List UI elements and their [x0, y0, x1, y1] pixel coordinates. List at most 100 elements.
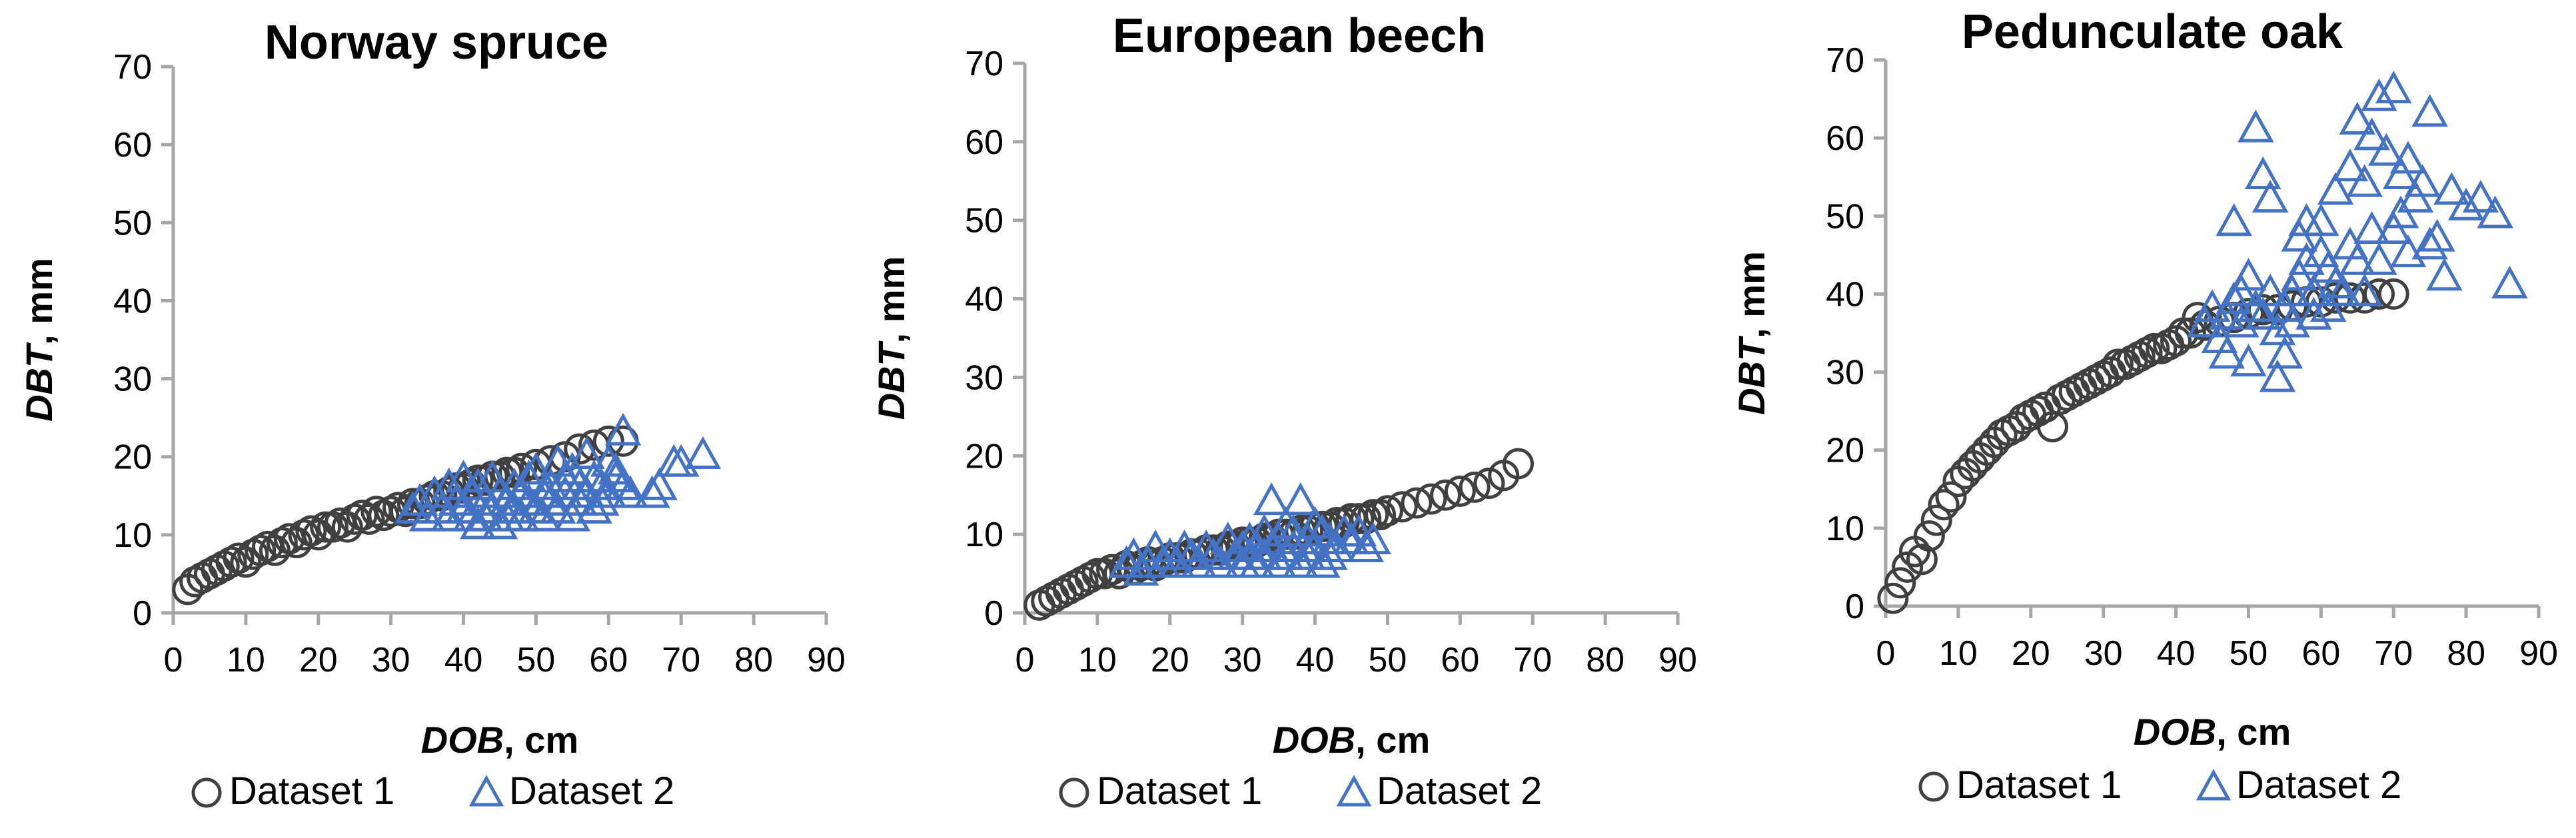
data-point — [481, 506, 518, 540]
data-point — [2295, 296, 2332, 330]
x-tick-label: 70 — [1513, 641, 1552, 679]
data-point — [1260, 545, 1297, 578]
data-point — [525, 475, 562, 508]
x-tick-label: 70 — [2374, 634, 2413, 673]
data-point — [597, 460, 634, 493]
legend-marker-dataset-1 — [1059, 777, 1089, 808]
x-tick-label: 10 — [1939, 634, 1978, 673]
x-tick-label: 80 — [734, 641, 773, 679]
data-point — [2252, 273, 2289, 306]
data-point — [1347, 529, 1385, 562]
data-point — [1231, 522, 1268, 555]
data-point — [2303, 203, 2339, 236]
data-point — [2309, 289, 2347, 322]
data-point — [1297, 506, 1333, 539]
data-point — [2281, 258, 2317, 291]
y-axis-label: DBT, mm — [1730, 251, 1772, 415]
data-point — [1913, 520, 1945, 552]
data-point — [2102, 348, 2134, 380]
legend: Dataset 1 Dataset 2 — [1918, 763, 2401, 807]
data-point — [1386, 491, 1418, 523]
data-point — [1239, 545, 1275, 578]
data-point — [1166, 529, 1203, 562]
data-point — [2491, 265, 2528, 298]
data-point — [561, 483, 598, 516]
data-point — [546, 475, 584, 508]
y-tick-label: 60 — [1826, 119, 1864, 158]
data-point — [2259, 359, 2296, 392]
legend: Dataset 1 Dataset 2 — [1059, 769, 1542, 813]
data-point — [2244, 296, 2281, 330]
data-point — [592, 425, 624, 457]
data-point — [2404, 164, 2441, 197]
data-point — [1282, 545, 1319, 578]
data-point — [2281, 218, 2317, 252]
y-tick-label: 60 — [965, 123, 1003, 162]
y-tick-label: 30 — [1826, 354, 1864, 392]
data-point — [1355, 522, 1391, 555]
data-point — [2447, 187, 2485, 220]
legend-label-dataset-1: Dataset 1 — [1956, 763, 2122, 807]
data-point — [1935, 481, 1967, 513]
data-point — [2317, 172, 2354, 205]
data-point — [445, 490, 482, 524]
x-tick-label: 70 — [662, 641, 700, 679]
chart-title: European beech — [1113, 9, 1486, 63]
data-point — [2375, 71, 2412, 104]
data-point — [2216, 281, 2252, 314]
y-tick-label: 30 — [965, 358, 1003, 397]
legend-marker-dataset-1 — [1918, 771, 1949, 802]
data-point — [532, 467, 569, 500]
data-point — [1289, 537, 1326, 570]
data-point — [510, 483, 547, 516]
data-point — [2382, 195, 2419, 228]
data-point — [2377, 278, 2409, 310]
data-point — [641, 467, 678, 500]
data-point — [2346, 273, 2383, 306]
data-point — [1357, 499, 1389, 531]
x-tick-label: 80 — [2447, 634, 2485, 673]
data-point — [2288, 242, 2325, 275]
y-tick-label: 0 — [984, 594, 1003, 633]
x-tick-label: 90 — [2519, 634, 2558, 673]
x-tick-label: 90 — [1658, 641, 1697, 679]
data-point — [1371, 495, 1403, 527]
data-point — [1289, 522, 1326, 555]
data-point — [496, 467, 533, 500]
data-point — [510, 460, 547, 493]
y-tick-label: 40 — [1826, 275, 1864, 314]
data-point — [1173, 537, 1210, 570]
y-tick-label: 70 — [113, 48, 152, 87]
data-point — [2353, 210, 2390, 244]
data-point — [2363, 278, 2395, 310]
data-point — [2273, 273, 2311, 306]
y-tick-label: 60 — [113, 126, 152, 165]
data-point — [1318, 529, 1355, 562]
data-point — [1430, 479, 1462, 511]
x-tick-label: 10 — [227, 641, 265, 679]
data-point — [1202, 545, 1239, 578]
data-point — [394, 490, 431, 524]
data-point — [2389, 141, 2427, 174]
data-point — [2426, 258, 2463, 291]
data-point — [2375, 210, 2412, 244]
data-point — [2361, 78, 2397, 111]
x-tick-label: 0 — [164, 641, 183, 679]
y-tick-label: 20 — [113, 438, 152, 477]
y-tick-label: 70 — [1826, 41, 1864, 80]
legend-label-dataset-2: Dataset 2 — [2236, 763, 2401, 807]
series-2 — [394, 412, 722, 540]
data-point — [634, 475, 670, 508]
data-point — [525, 498, 562, 532]
data-point — [1459, 471, 1491, 503]
data-point — [576, 490, 612, 524]
data-point — [460, 506, 496, 540]
data-point — [684, 436, 722, 469]
data-point — [466, 498, 504, 532]
y-tick-label: 20 — [1826, 432, 1864, 470]
data-point — [546, 460, 584, 493]
y-tick-label: 50 — [1826, 197, 1864, 236]
data-point — [2138, 332, 2170, 364]
data-point — [1333, 522, 1370, 555]
